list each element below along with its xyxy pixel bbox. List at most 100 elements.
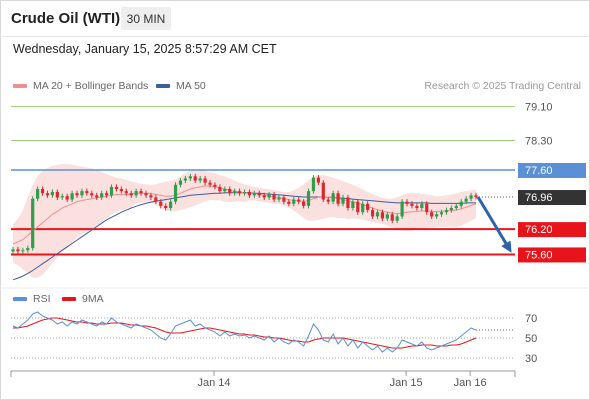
forecast-arrow-shaft	[476, 196, 511, 250]
candle-body	[154, 197, 158, 202]
candle-body	[104, 193, 109, 196]
legend-rsi-label: RSI	[33, 293, 51, 305]
candle-body	[262, 195, 266, 198]
candle-body	[247, 191, 252, 196]
ma50-swatch	[156, 84, 170, 88]
chart-header: Crude Oil (WTI) 30 MIN	[0, 0, 590, 37]
candle-body	[164, 205, 168, 208]
candle-body	[474, 195, 478, 198]
level-label-current: 76.96	[525, 192, 553, 204]
candle-body	[321, 182, 325, 200]
candle-body	[400, 201, 404, 217]
candle-body	[385, 214, 389, 219]
candle-body	[129, 193, 133, 196]
candle-body	[434, 214, 439, 217]
candle-body	[45, 193, 50, 196]
candle-body	[213, 184, 217, 187]
candle-body	[272, 194, 276, 200]
level-label-support: 75.60	[525, 249, 553, 261]
rsi-line	[12, 311, 477, 353]
candle-body	[40, 189, 45, 194]
candle-body	[11, 249, 15, 252]
candle-body	[306, 191, 311, 206]
candle-body	[198, 178, 202, 181]
candle-body	[257, 193, 261, 196]
candle-body	[346, 197, 350, 208]
candle-body	[464, 198, 468, 202]
legend-rsi: RSI	[13, 293, 51, 305]
legend-rsi-ma: 9MA	[62, 293, 104, 305]
candle-body	[370, 210, 375, 217]
level-label-bg-support	[518, 247, 586, 263]
rsi-ma-swatch	[62, 297, 76, 301]
candle-body	[223, 189, 227, 192]
candle-body	[139, 191, 143, 194]
candle-body	[16, 249, 20, 252]
candle-body	[267, 194, 271, 198]
candle-body	[390, 214, 394, 221]
x-tick-label: Jan 16	[454, 377, 487, 389]
candle-body	[430, 212, 434, 217]
candle-body	[292, 199, 296, 204]
legend-ma20-label: MA 20 + Bollinger Bands	[33, 80, 149, 92]
x-tick-label: Jan 15	[390, 377, 423, 389]
legend-ma50: MA 50	[156, 80, 206, 92]
candle-body	[425, 203, 429, 213]
legend-rsi-ma-label: 9MA	[82, 293, 104, 305]
level-label-bg-support	[518, 222, 586, 238]
x-tick-label: Jan 14	[198, 377, 231, 389]
candle-body	[228, 189, 232, 194]
candle-body	[361, 203, 365, 213]
candle-body	[336, 193, 340, 204]
candle-body	[114, 186, 119, 189]
rsi-swatch	[13, 297, 27, 301]
candle-body	[65, 196, 69, 200]
candle-body	[233, 191, 237, 194]
candle-body	[439, 212, 444, 215]
interval-button[interactable]: 30 MIN	[121, 7, 171, 30]
candle-body	[55, 191, 59, 198]
candle-body	[380, 212, 385, 219]
credit-text: Research © 2025 Trading Central	[424, 80, 581, 92]
candle-body	[144, 193, 148, 196]
candle-body	[169, 201, 173, 208]
candle-body	[80, 191, 84, 196]
bollinger-band-fill	[13, 164, 476, 278]
candle-body	[237, 191, 242, 194]
candle-body	[75, 193, 79, 196]
candle-body	[21, 250, 25, 252]
candle-body	[252, 193, 256, 196]
candle-body	[218, 186, 222, 192]
rsi-tick-30: 30	[525, 353, 537, 365]
timestamp: Wednesday, January 15, 2025 8:57:29 AM C…	[13, 42, 277, 56]
candle-body	[375, 212, 380, 217]
candle-body	[134, 191, 138, 196]
legend-ma50-label: MA 50	[176, 80, 206, 92]
candle-body	[410, 203, 414, 206]
candle-body	[356, 201, 360, 213]
candle-body	[302, 201, 306, 206]
candle-body	[36, 189, 40, 199]
candle-body	[341, 197, 345, 204]
rsi-tick-50: 50	[525, 333, 537, 345]
level-label-resistance: 79.10	[525, 102, 553, 114]
candle-body	[188, 176, 192, 179]
candle-body	[242, 191, 247, 194]
candle-body	[287, 201, 291, 204]
candle-body	[31, 198, 35, 249]
candle-body	[469, 195, 473, 199]
candle-body	[124, 191, 128, 194]
rsi-tick-70: 70	[525, 313, 537, 325]
candle-body	[454, 205, 458, 208]
candle-body	[50, 191, 55, 196]
candle-body	[60, 196, 64, 198]
level-label-support: 76.20	[525, 224, 553, 236]
candle-body	[26, 248, 30, 251]
candle-body	[173, 184, 178, 202]
level-label-resistance: 78.30	[525, 135, 553, 147]
candle-body	[420, 203, 424, 208]
candle-body	[159, 201, 163, 206]
legend-ma20: MA 20 + Bollinger Bands	[13, 80, 148, 92]
candle-body	[326, 199, 330, 202]
candle-body	[311, 177, 316, 192]
